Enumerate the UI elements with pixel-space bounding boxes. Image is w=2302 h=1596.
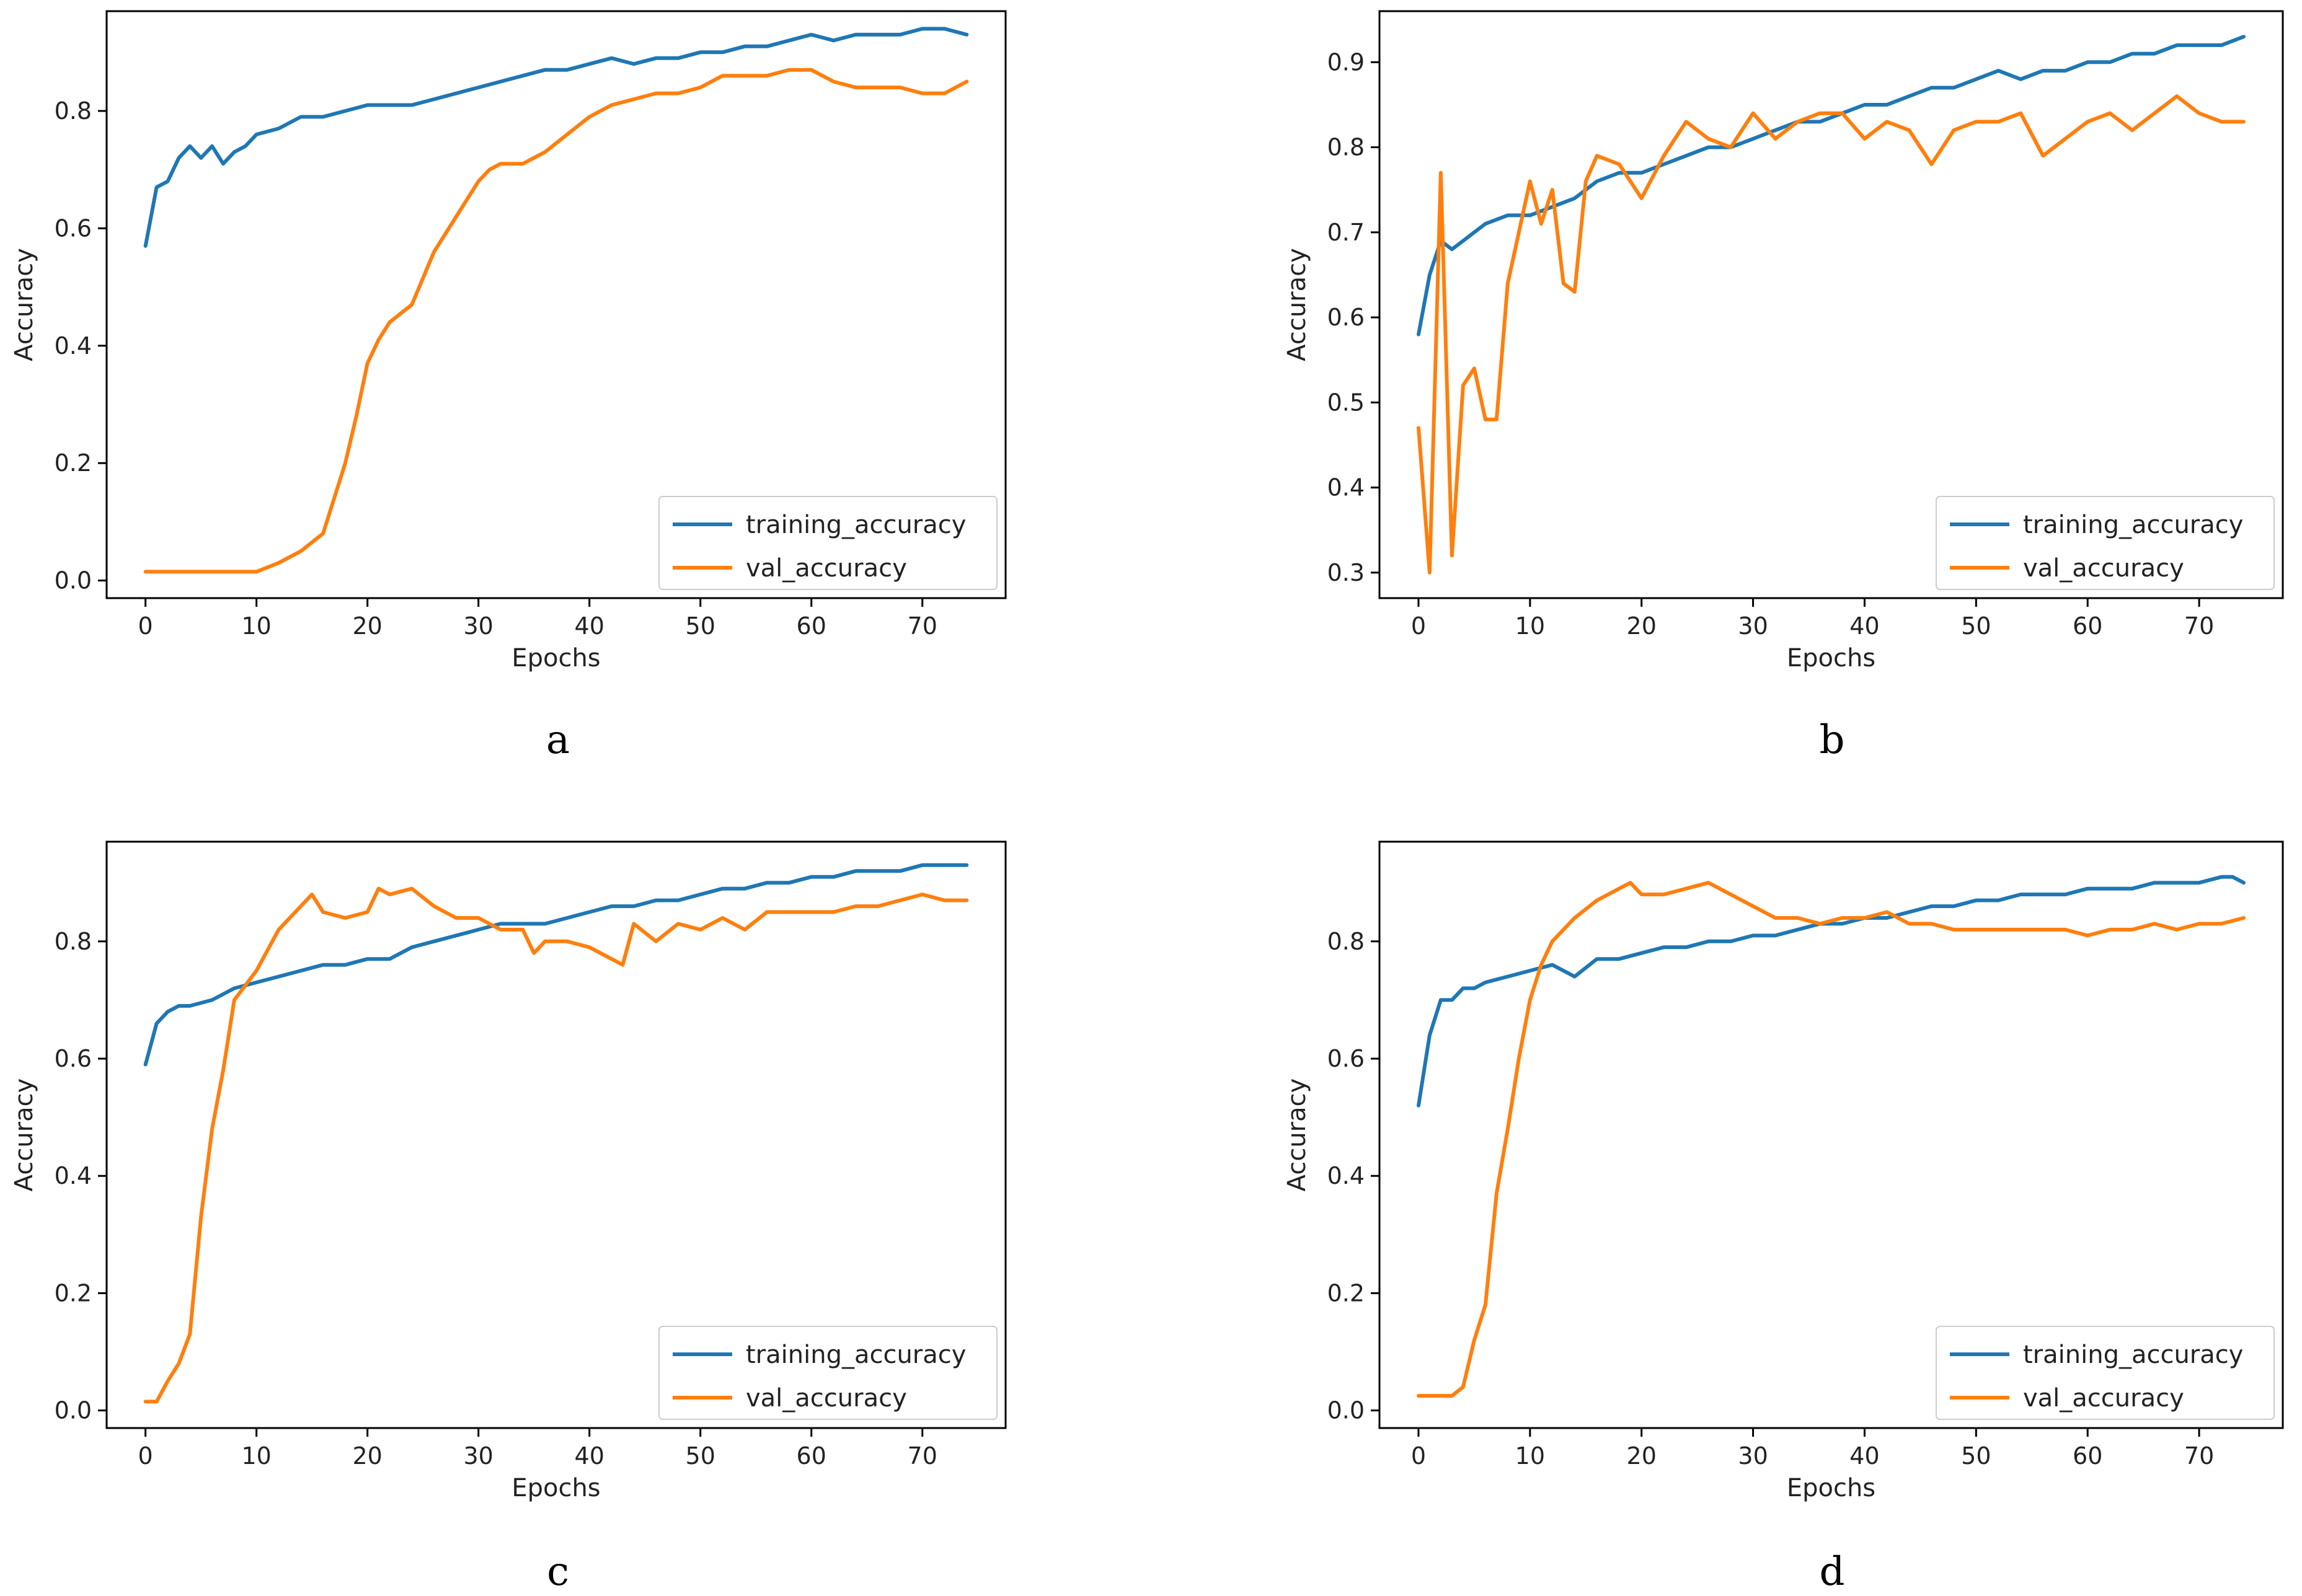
x-tick-label: 40 bbox=[575, 1442, 604, 1470]
y-tick-label: 0.0 bbox=[1327, 1397, 1365, 1424]
legend-label: training_accuracy bbox=[2023, 1341, 2243, 1369]
series-line-val_accuracy bbox=[143, 886, 969, 1404]
y-tick-label: 0.8 bbox=[1327, 134, 1365, 161]
legend-label: training_accuracy bbox=[746, 1341, 966, 1369]
y-tick-label: 0.7 bbox=[1327, 219, 1365, 246]
x-tick-label: 0 bbox=[1411, 1442, 1426, 1470]
y-tick-label: 0.6 bbox=[55, 1045, 92, 1072]
legend: training_accuracy val_accuracy bbox=[1936, 1326, 2275, 1420]
x-axis-label: Epochs bbox=[1787, 644, 1875, 672]
x-axis-label: Epochs bbox=[1787, 1474, 1875, 1502]
y-tick-label: 0.6 bbox=[55, 214, 92, 242]
plot-frame bbox=[1378, 840, 2284, 1429]
y-tick-label: 0.5 bbox=[1327, 389, 1365, 416]
x-tick-label: 60 bbox=[797, 612, 826, 640]
x-tick-label: 40 bbox=[1849, 612, 1879, 640]
y-tick-label: 0.8 bbox=[1327, 928, 1365, 955]
legend-label: training_accuracy bbox=[2023, 511, 2243, 539]
chart-panel-c: 0 10 20 30 40 50 60 70 0.0 0.2 0.4 0.6 0.8 Epochs Accu… bbox=[10, 840, 1007, 1595]
y-tick-label: 0.6 bbox=[1327, 304, 1365, 331]
plot-frame bbox=[1378, 10, 2284, 599]
chart-panel-a: 0 10 20 30 40 50 60 70 0.0 0.2 0.4 0.6 0.8 Epochs Accu… bbox=[10, 10, 1007, 763]
y-tick-label: 0.4 bbox=[1327, 1162, 1365, 1189]
plot-frame bbox=[105, 10, 1007, 599]
x-tick-label: 10 bbox=[241, 612, 271, 640]
x-tick-label: 0 bbox=[138, 1442, 153, 1470]
series-line-training_accuracy bbox=[1417, 35, 2246, 337]
x-axis-label: Epochs bbox=[511, 644, 600, 672]
y-axis-label: Accuracy bbox=[10, 1078, 38, 1192]
x-tick-label: 50 bbox=[686, 1442, 715, 1470]
y-tick-label: 0.2 bbox=[1327, 1279, 1365, 1307]
legend-box bbox=[1936, 1326, 2275, 1420]
x-tick-label: 70 bbox=[908, 1442, 937, 1470]
panel-caption: b bbox=[1820, 717, 1845, 763]
x-tick-label: 40 bbox=[1849, 1442, 1879, 1470]
panel-caption: d bbox=[1820, 1549, 1845, 1594]
series-line-val_accuracy bbox=[1417, 881, 2246, 1398]
y-axis-label: Accuracy bbox=[1283, 248, 1311, 361]
legend-box bbox=[658, 496, 998, 590]
y-axis-label: Accuracy bbox=[1283, 1078, 1311, 1192]
panel-caption: c bbox=[547, 1549, 569, 1594]
y-tick-label: 0.4 bbox=[1327, 474, 1365, 501]
x-tick-label: 40 bbox=[575, 612, 604, 640]
y-tick-label: 0.2 bbox=[55, 1279, 92, 1307]
x-tick-label: 50 bbox=[1961, 612, 1991, 640]
x-tick-label: 70 bbox=[2184, 612, 2214, 640]
x-tick-label: 60 bbox=[797, 1442, 826, 1470]
y-tick-label: 0.0 bbox=[55, 567, 92, 594]
x-tick-label: 10 bbox=[241, 1442, 271, 1470]
x-tick-label: 30 bbox=[464, 1442, 494, 1470]
x-tick-label: 70 bbox=[908, 612, 937, 640]
x-tick-label: 0 bbox=[138, 612, 153, 640]
x-tick-label: 30 bbox=[1738, 612, 1768, 640]
series-line-val_accuracy bbox=[1417, 94, 2246, 575]
x-tick-label: 60 bbox=[2073, 612, 2102, 640]
y-tick-label: 0.3 bbox=[1327, 559, 1365, 586]
series-line-val_accuracy bbox=[143, 68, 969, 574]
legend-label: val_accuracy bbox=[2023, 554, 2184, 583]
x-tick-label: 60 bbox=[2073, 1442, 2102, 1470]
x-tick-label: 70 bbox=[2184, 1442, 2214, 1470]
legend-label: val_accuracy bbox=[746, 554, 907, 583]
y-axis-label: Accuracy bbox=[10, 248, 38, 361]
legend: training_accuracy val_accuracy bbox=[658, 1326, 998, 1420]
legend: training_accuracy val_accuracy bbox=[658, 496, 998, 590]
x-tick-label: 20 bbox=[352, 612, 382, 640]
series-line-training_accuracy bbox=[1417, 875, 2246, 1108]
x-tick-label: 50 bbox=[686, 612, 715, 640]
x-tick-label: 10 bbox=[1515, 1442, 1545, 1470]
y-tick-label: 0.8 bbox=[55, 928, 92, 955]
panel-caption: a bbox=[546, 717, 570, 763]
chart-panel-b: 0 10 20 30 40 50 60 70 0.3 0.4 0.5 0.6 0.7 0.8 0.9 Epoc… bbox=[1283, 10, 2284, 763]
x-axis-label: Epochs bbox=[511, 1474, 600, 1502]
legend-label: training_accuracy bbox=[746, 511, 966, 539]
plot-frame bbox=[105, 840, 1007, 1429]
legend-label: val_accuracy bbox=[746, 1384, 907, 1413]
y-tick-label: 0.9 bbox=[1327, 48, 1365, 76]
legend-box bbox=[658, 1326, 998, 1420]
legend-box bbox=[1936, 496, 2275, 590]
x-tick-label: 30 bbox=[1738, 1442, 1768, 1470]
x-tick-label: 0 bbox=[1411, 612, 1426, 640]
y-tick-label: 0.0 bbox=[55, 1397, 92, 1424]
x-tick-label: 10 bbox=[1515, 612, 1545, 640]
x-tick-label: 20 bbox=[1627, 1442, 1657, 1470]
x-tick-label: 20 bbox=[1627, 612, 1657, 640]
y-tick-label: 0.8 bbox=[55, 97, 92, 125]
series-line-training_accuracy bbox=[143, 863, 969, 1067]
legend-label: val_accuracy bbox=[2023, 1384, 2184, 1413]
y-tick-label: 0.4 bbox=[55, 332, 92, 359]
y-tick-label: 0.2 bbox=[55, 449, 92, 477]
series-line-training_accuracy bbox=[143, 27, 969, 248]
x-tick-label: 30 bbox=[464, 612, 494, 640]
y-tick-label: 0.4 bbox=[55, 1162, 92, 1189]
chart-panel-d: 0 10 20 30 40 50 60 70 0.0 0.2 0.4 0.6 0.8 Epochs Accu… bbox=[1283, 840, 2284, 1595]
x-tick-label: 20 bbox=[352, 1442, 382, 1470]
legend: training_accuracy val_accuracy bbox=[1936, 496, 2275, 590]
x-tick-label: 50 bbox=[1961, 1442, 1991, 1470]
y-tick-label: 0.6 bbox=[1327, 1045, 1365, 1072]
